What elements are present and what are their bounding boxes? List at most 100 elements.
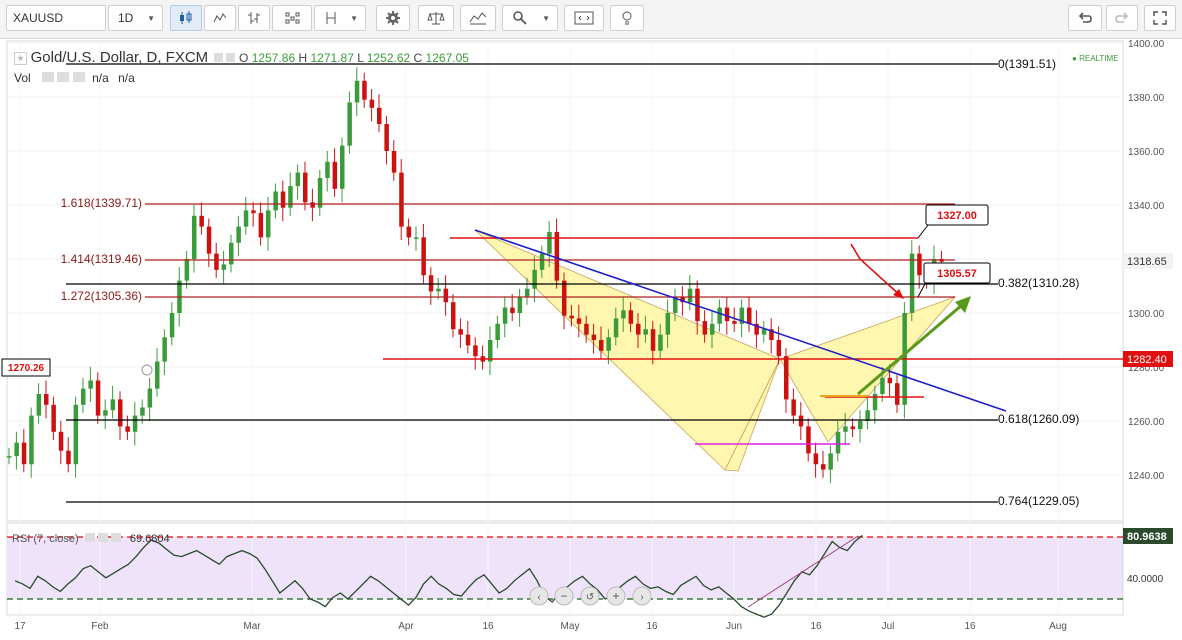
zoom-out-button[interactable] xyxy=(554,586,574,606)
settings-small-icon[interactable] xyxy=(97,533,108,542)
candle-body xyxy=(776,340,782,357)
candle-body xyxy=(7,456,12,458)
candle-body xyxy=(621,310,626,319)
date-tick-label: 16 xyxy=(482,621,494,632)
price-chart[interactable]: 1400.001380.001360.001340.001320.001300.… xyxy=(0,39,1182,635)
candle-body xyxy=(502,307,508,324)
indicators-button[interactable] xyxy=(460,5,496,31)
star-icon[interactable]: ★ xyxy=(14,52,27,66)
callout-1327-box[interactable] xyxy=(925,204,989,226)
callout-1305-box[interactable] xyxy=(923,262,991,284)
ideas-button[interactable] xyxy=(610,5,644,31)
candle-body xyxy=(465,334,471,346)
candle-body xyxy=(317,178,323,208)
chevron-left-icon: ‹ xyxy=(537,592,540,603)
candle-body xyxy=(843,426,848,432)
green-arrow-line xyxy=(857,303,963,396)
candle-body xyxy=(347,102,352,146)
snapshot-button[interactable] xyxy=(564,5,604,31)
compare-button[interactable] xyxy=(418,5,454,31)
heikin-button[interactable] xyxy=(272,5,312,31)
reset-button[interactable] xyxy=(580,586,600,606)
candle-body xyxy=(739,307,745,324)
line-style-button[interactable]: ▼ xyxy=(314,5,366,31)
undo-icon xyxy=(1078,12,1092,23)
settings-button[interactable] xyxy=(376,5,410,31)
eye-icon[interactable] xyxy=(84,533,95,542)
candle-body xyxy=(695,288,700,322)
high-value: 1271.87 xyxy=(310,51,354,65)
candle-body xyxy=(880,377,885,394)
undo-button[interactable] xyxy=(1068,5,1102,31)
candle-body xyxy=(44,394,49,405)
candle-body xyxy=(384,124,389,151)
candle-body xyxy=(732,321,737,324)
candle-body xyxy=(81,388,86,405)
interval-label: 1D xyxy=(118,11,134,25)
eye-icon[interactable] xyxy=(42,72,55,82)
low-value: 1252.62 xyxy=(366,51,411,65)
candle-body xyxy=(909,253,915,313)
close-icon[interactable] xyxy=(72,72,85,82)
chevron-down-icon: ▼ xyxy=(542,13,550,23)
ohlc-button[interactable] xyxy=(238,5,270,31)
scroll-right-button[interactable] xyxy=(632,586,652,606)
interval-select[interactable]: 1D ▼ xyxy=(108,5,163,31)
volume-legend: Vol n/a n/a xyxy=(14,71,135,85)
candle-body xyxy=(680,296,685,303)
last-price-tag xyxy=(1123,253,1173,269)
left-price-tag-text: 1270.26 xyxy=(8,363,45,374)
chart-area[interactable]: 1400.001380.001360.001340.001320.001300.… xyxy=(0,39,1182,635)
eye-icon[interactable] xyxy=(213,53,223,62)
bars-button[interactable] xyxy=(204,5,236,31)
date-tick-label: Mar xyxy=(243,621,261,632)
close-icon[interactable] xyxy=(110,533,121,542)
candle-body xyxy=(769,329,774,340)
symbol-input[interactable]: XAUUSD xyxy=(6,5,106,31)
candle-body xyxy=(310,202,315,208)
candle-body xyxy=(258,213,264,238)
minus-icon: − xyxy=(560,589,567,603)
candle-body xyxy=(591,334,597,340)
candle-body xyxy=(828,453,833,470)
trend-line[interactable] xyxy=(474,229,1007,412)
candle-body xyxy=(229,242,234,265)
heikin-ashi-icon xyxy=(285,12,300,24)
lightbulb-icon xyxy=(622,11,632,25)
fib-label-0618: 0.618(1260.09) xyxy=(998,412,1079,426)
candles-button[interactable] xyxy=(170,5,202,31)
candle-body xyxy=(162,337,167,362)
rsi-tick-upper: 80.9638 xyxy=(1127,531,1167,543)
candle-body xyxy=(895,383,900,405)
bars-icon xyxy=(213,13,227,23)
candle-body xyxy=(21,442,27,465)
gear-icon xyxy=(386,11,400,25)
candle-body xyxy=(747,307,752,324)
date-tick-label: 16 xyxy=(646,621,658,632)
high-label: H xyxy=(298,51,308,65)
candle-body xyxy=(362,80,367,100)
close-label: C xyxy=(413,51,423,65)
rsi-value-tag xyxy=(1123,528,1173,544)
pattern-right-triangle xyxy=(779,296,957,443)
price-tick-label: 1280.00 xyxy=(1128,363,1165,374)
candle-body xyxy=(169,313,175,338)
drag-handle[interactable] xyxy=(141,364,153,376)
fib-label-0382: 0.382(1310.28) xyxy=(998,276,1079,290)
fib-label-0764: 0.764(1229.05) xyxy=(998,494,1079,508)
search-button[interactable]: ▼ xyxy=(502,5,558,31)
zoom-in-button[interactable] xyxy=(606,586,626,606)
candle-body xyxy=(702,321,708,335)
settings-small-icon[interactable] xyxy=(57,72,70,82)
scroll-left-button[interactable] xyxy=(529,586,549,606)
fullscreen-button[interactable] xyxy=(1144,5,1176,31)
candle-body xyxy=(554,232,560,281)
settings-small-icon[interactable] xyxy=(226,53,236,62)
date-tick-label: Jul xyxy=(882,621,895,632)
candle-body xyxy=(791,399,796,416)
time-axis: 17 Feb Mar Apr 16 May 16 Jun 16 Jul 16 Aug xyxy=(14,621,1066,632)
chevron-down-icon: ▼ xyxy=(147,13,155,23)
redo-button[interactable] xyxy=(1106,5,1138,31)
candle-body xyxy=(184,259,190,281)
candle-body xyxy=(399,172,404,227)
